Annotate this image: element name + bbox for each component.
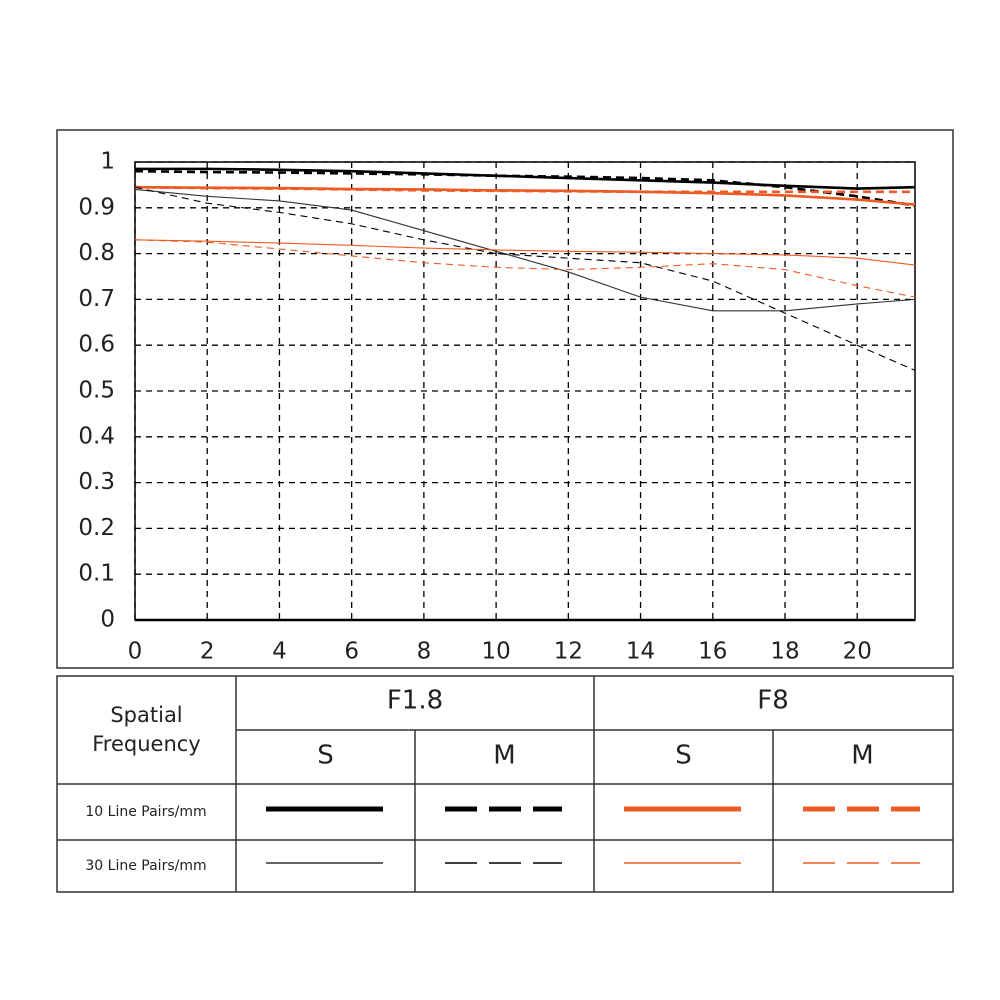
y-tick-label: 0.3 — [78, 469, 115, 495]
x-tick-label: 4 — [272, 639, 287, 665]
chart-frame — [56, 129, 954, 669]
column-label: M — [851, 741, 873, 771]
y-tick-label: 0.8 — [78, 240, 115, 266]
series-line — [134, 239, 916, 298]
y-tick-label: 0 — [100, 607, 115, 633]
series-line — [134, 169, 916, 207]
x-tick-label: 20 — [843, 639, 872, 665]
x-tick-label: 10 — [481, 639, 510, 665]
series-line — [134, 239, 916, 266]
x-tick-label: 8 — [417, 639, 432, 665]
column-label: S — [675, 741, 692, 771]
column-label: S — [317, 741, 334, 771]
y-tick-label: 0.7 — [78, 286, 115, 312]
series-line — [134, 186, 916, 371]
corner-label: Spatial Frequency — [92, 703, 201, 756]
series-line — [134, 185, 915, 194]
x-tick-label: 14 — [626, 639, 655, 665]
y-tick-label: 1 — [100, 149, 115, 175]
x-tick-label: 0 — [128, 639, 143, 665]
x-tick-label: 16 — [698, 639, 727, 665]
y-tick-label: 0.9 — [78, 194, 115, 220]
row-label: 30 Line Pairs/mm — [85, 858, 206, 874]
y-tick-label: 0.6 — [78, 332, 115, 358]
y-tick-label: 0.5 — [78, 378, 115, 404]
group-label: F1.8 — [387, 686, 443, 716]
group-label: F8 — [757, 686, 789, 716]
x-tick-label: 2 — [200, 639, 215, 665]
y-tick-label: 0.4 — [78, 423, 115, 449]
row-label: 10 Line Pairs/mm — [85, 804, 206, 820]
x-tick-label: 18 — [770, 639, 799, 665]
y-tick-label: 0.1 — [78, 561, 115, 587]
column-label: M — [493, 741, 515, 771]
corner-cell: Spatial Frequency — [92, 703, 201, 756]
x-tick-label: 6 — [344, 639, 359, 665]
x-tick-label: 12 — [554, 639, 583, 665]
y-tick-label: 0.2 — [78, 515, 115, 541]
legend-rules — [57, 676, 953, 892]
series-line — [134, 188, 916, 312]
